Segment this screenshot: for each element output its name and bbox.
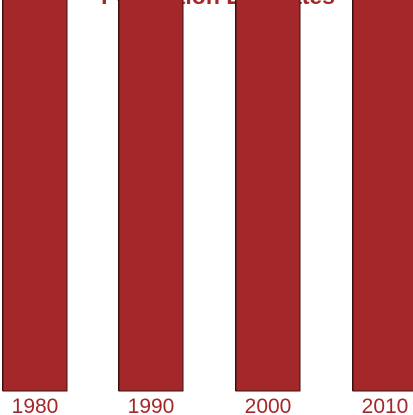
bar-2010 bbox=[352, 0, 413, 392]
bar-1980 bbox=[2, 0, 68, 392]
chart-title: Population Estimates bbox=[101, 0, 335, 9]
bars-group bbox=[2, 0, 413, 392]
x-tick-label-1990: 1990 bbox=[128, 395, 175, 415]
x-axis-tick-labels: 1980 1990 2000 2010 bbox=[12, 395, 409, 415]
bar-1990 bbox=[118, 0, 184, 392]
x-tick-label-2010: 2010 bbox=[362, 395, 409, 415]
x-tick-label-2000: 2000 bbox=[245, 395, 292, 415]
bar-2000 bbox=[235, 0, 301, 392]
x-tick-label-1980: 1980 bbox=[12, 395, 59, 415]
